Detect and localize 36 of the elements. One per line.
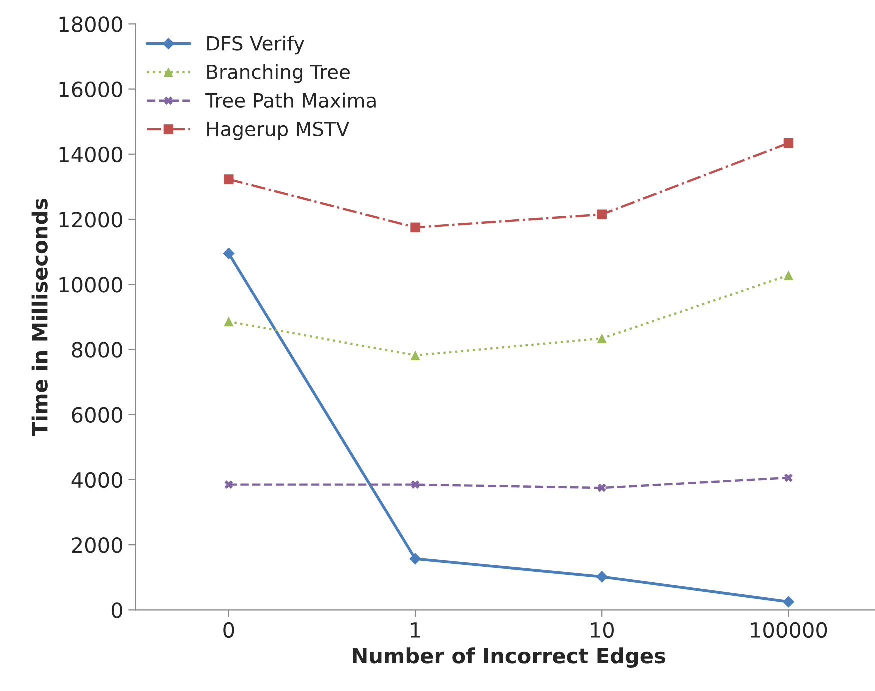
point — [782, 596, 795, 608]
y-tick-label: 6000 — [72, 407, 122, 424]
y-axis-title: Time in Milliseconds — [32, 199, 48, 436]
point — [410, 222, 420, 233]
point — [410, 553, 422, 565]
y-tick-label: 4000 — [72, 472, 122, 488]
point — [411, 480, 420, 489]
point — [224, 174, 234, 184]
point — [784, 474, 793, 482]
x-tick-label: 10 — [591, 622, 614, 638]
point — [784, 270, 794, 280]
x-tick-label: 0 — [224, 622, 234, 638]
legend-label: Tree Path Maxima — [206, 92, 376, 108]
y-tick-label: 16000 — [60, 82, 122, 98]
point — [224, 480, 234, 489]
y-tick-label: 12000 — [60, 212, 122, 228]
x-tick-label: 100000 — [751, 622, 828, 638]
point — [598, 484, 606, 492]
x-tick-label: 1 — [411, 622, 420, 638]
legend-label: Hagerup MSTV — [208, 122, 350, 140]
point — [784, 138, 794, 148]
y-tick-label: 2000 — [72, 538, 122, 554]
y-tick-label: 14000 — [60, 146, 122, 163]
legend-label: DFS Verify — [208, 36, 305, 55]
x-axis-title: Number of Incorrect Edges — [353, 648, 666, 668]
point — [410, 350, 420, 360]
point — [596, 571, 608, 583]
point — [224, 316, 234, 327]
y-tick-label: 10000 — [60, 277, 122, 293]
legend-label: Branching Tree — [208, 64, 350, 84]
y-tick-label: 0 — [112, 602, 122, 618]
point — [223, 248, 235, 260]
point — [597, 210, 607, 220]
y-tick-label: 18000 — [60, 16, 122, 32]
point — [597, 334, 607, 344]
y-tick-label: 8000 — [72, 342, 122, 358]
